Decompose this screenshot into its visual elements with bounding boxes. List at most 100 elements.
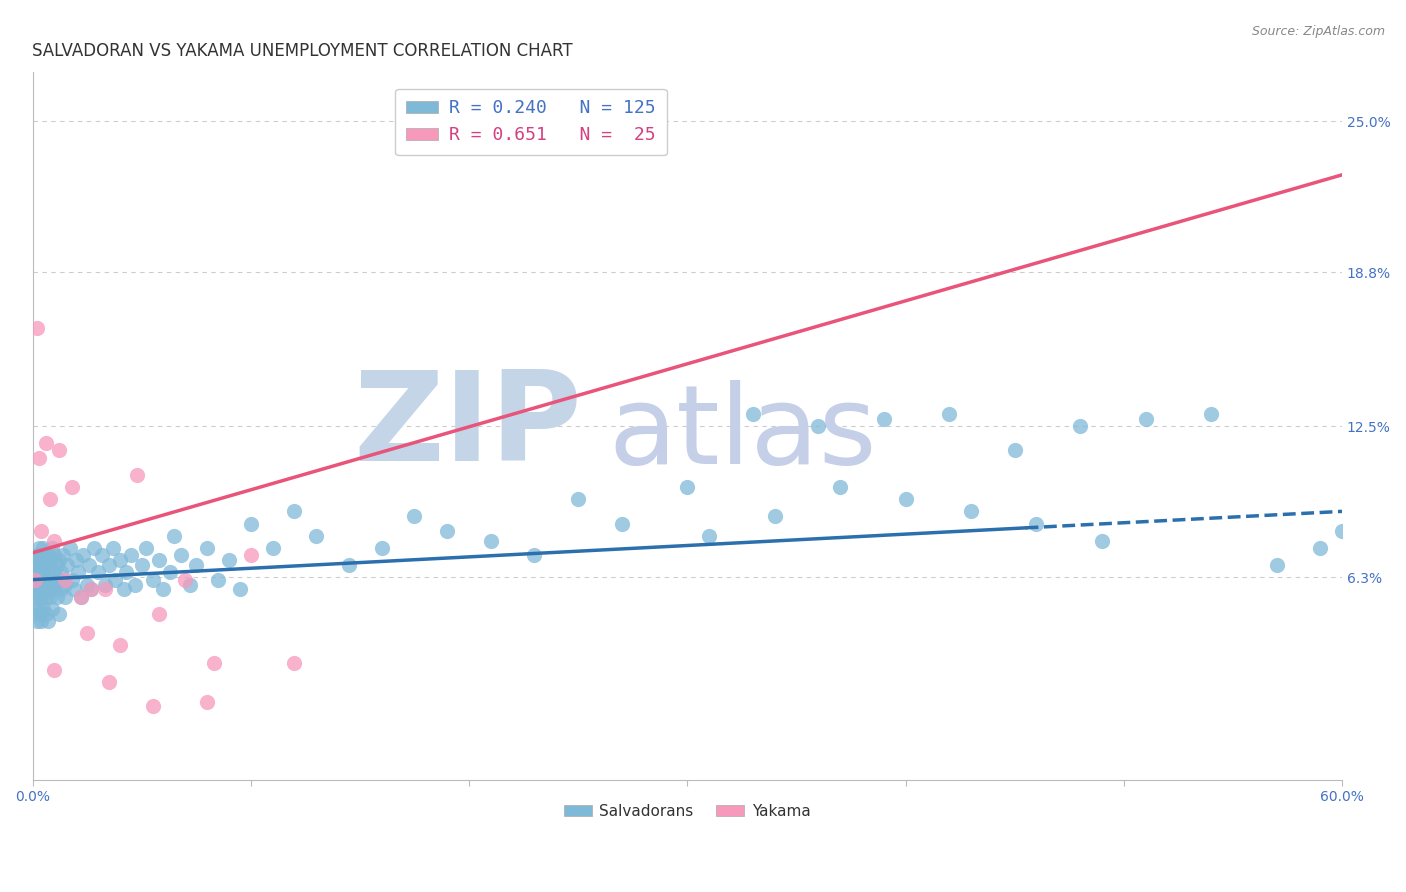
Point: [1004, 443, 1026, 458]
Point: [39, 590, 62, 604]
Point: [141, 573, 163, 587]
Point: [44, 533, 66, 548]
Point: [67, 566, 90, 580]
Point: [39, 558, 62, 572]
Point: [938, 407, 960, 421]
Point: [65, 553, 87, 567]
Point: [56, 558, 79, 572]
Point: [63, 582, 86, 597]
Point: [34, 577, 56, 591]
Point: [37, 548, 59, 562]
Point: [44, 582, 66, 597]
Point: [34, 607, 56, 621]
Point: [28, 566, 51, 580]
Point: [148, 553, 170, 567]
Point: [170, 548, 193, 562]
Point: [25, 614, 48, 628]
Point: [960, 504, 983, 518]
Point: [1330, 524, 1353, 538]
Point: [41, 577, 63, 591]
Point: [49, 566, 72, 580]
Point: [44, 566, 66, 580]
Point: [24, 573, 46, 587]
Point: [152, 582, 174, 597]
Point: [1199, 407, 1222, 421]
Point: [1069, 419, 1091, 434]
Point: [59, 541, 82, 555]
Point: [25, 577, 48, 591]
Point: [195, 541, 218, 555]
Point: [53, 590, 76, 604]
Point: [218, 553, 240, 567]
Point: [404, 509, 426, 524]
Point: [91, 548, 114, 562]
Point: [34, 558, 56, 572]
Point: [25, 582, 48, 597]
Point: [159, 566, 181, 580]
Point: [37, 614, 59, 628]
Point: [25, 558, 48, 572]
Point: [80, 582, 103, 597]
Point: [239, 548, 262, 562]
Point: [1091, 533, 1114, 548]
Point: [115, 566, 138, 580]
Point: [48, 443, 70, 458]
Point: [30, 558, 52, 572]
Point: [28, 607, 51, 621]
Point: [24, 553, 46, 567]
Point: [30, 548, 52, 562]
Point: [479, 533, 502, 548]
Point: [24, 573, 46, 587]
Point: [45, 590, 67, 604]
Point: [48, 573, 70, 587]
Point: [37, 566, 59, 580]
Point: [30, 590, 52, 604]
Point: [53, 577, 76, 591]
Point: [32, 573, 55, 587]
Text: SALVADORAN VS YAKAMA UNEMPLOYMENT CORRELATION CHART: SALVADORAN VS YAKAMA UNEMPLOYMENT CORREL…: [32, 42, 574, 60]
Point: [103, 541, 125, 555]
Point: [108, 553, 131, 567]
Text: ZIP: ZIP: [354, 366, 582, 486]
Point: [195, 695, 218, 709]
Point: [76, 577, 98, 591]
Point: [202, 656, 225, 670]
Point: [60, 573, 83, 587]
Point: [207, 573, 229, 587]
Point: [28, 541, 51, 555]
Point: [39, 573, 62, 587]
Point: [148, 607, 170, 621]
Point: [32, 602, 55, 616]
Point: [127, 467, 149, 482]
Point: [523, 548, 546, 562]
Point: [32, 566, 55, 580]
Point: [39, 492, 62, 507]
Point: [32, 582, 55, 597]
Point: [1265, 558, 1288, 572]
Point: [34, 590, 56, 604]
Point: [305, 529, 328, 543]
Point: [120, 548, 142, 562]
Point: [28, 450, 51, 465]
Point: [44, 663, 66, 677]
Point: [97, 558, 120, 572]
Point: [163, 529, 186, 543]
Point: [25, 321, 48, 335]
Point: [262, 541, 284, 555]
Point: [1309, 541, 1331, 555]
Point: [104, 573, 127, 587]
Point: [141, 699, 163, 714]
Point: [69, 590, 91, 604]
Point: [30, 577, 52, 591]
Point: [741, 407, 763, 421]
Point: [124, 577, 146, 591]
Point: [112, 582, 135, 597]
Point: [1025, 516, 1047, 531]
Point: [370, 541, 392, 555]
Point: [28, 602, 51, 616]
Point: [41, 602, 63, 616]
Point: [87, 566, 110, 580]
Point: [32, 553, 55, 567]
Point: [53, 573, 76, 587]
Point: [763, 509, 786, 524]
